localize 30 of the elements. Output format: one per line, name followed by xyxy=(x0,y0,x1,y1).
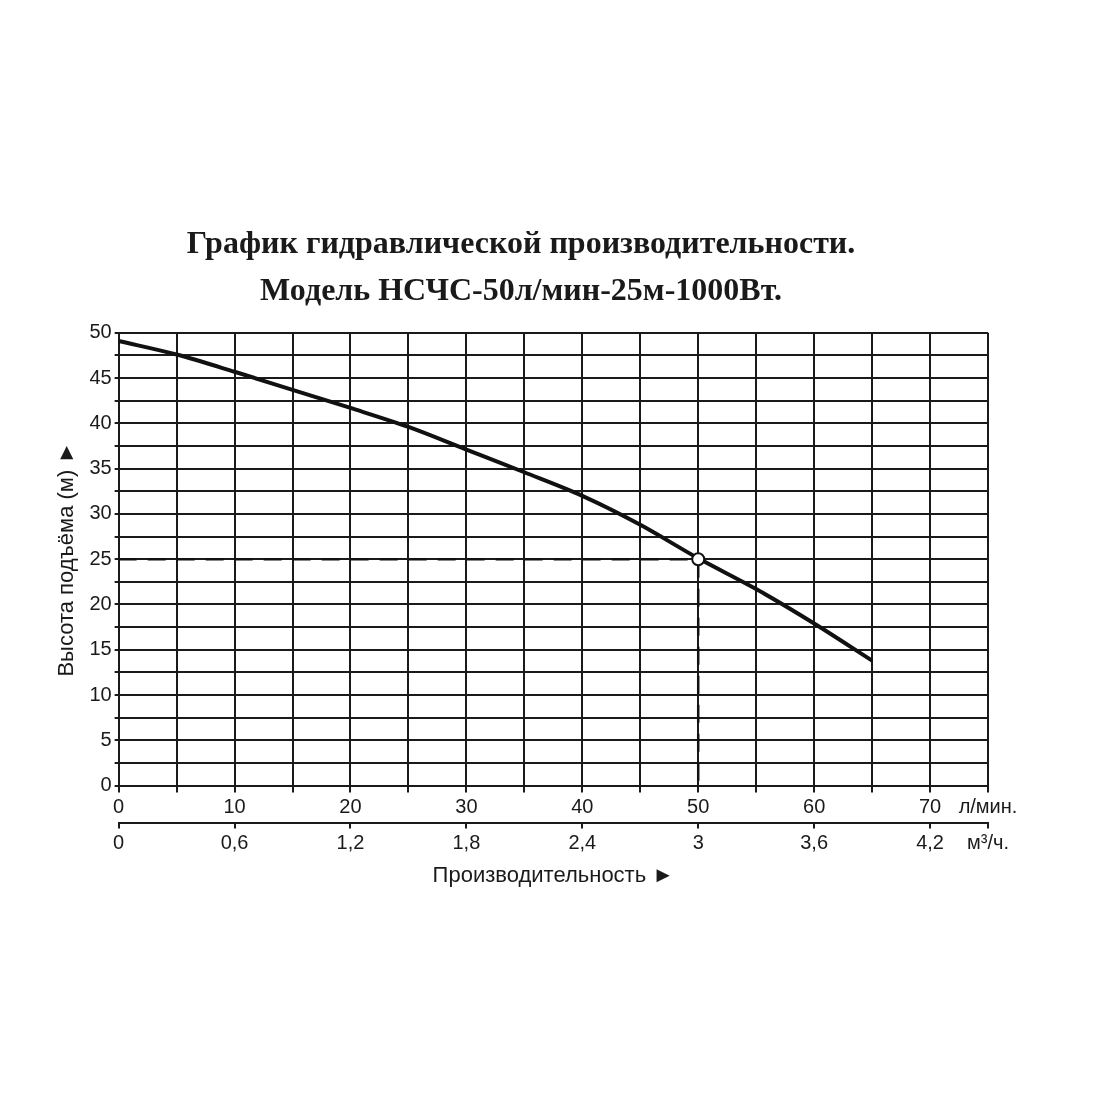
x-axis-title: Производительность ► xyxy=(432,861,675,887)
x2-tick-label: 1,2 xyxy=(336,831,365,854)
x-tick-label: 50 xyxy=(687,795,710,818)
x-tick-label: 70 xyxy=(918,795,942,818)
y-tick-label: 25 xyxy=(89,546,112,569)
y-tick-label: 40 xyxy=(89,410,112,433)
x-tick-label: 30 xyxy=(455,795,478,818)
x2-tick-label: 1,8 xyxy=(452,831,481,854)
y-tick-label: 45 xyxy=(89,365,112,388)
x2-tick-label: 3 xyxy=(692,831,704,854)
x-tick-label: л/мин. xyxy=(958,795,1018,818)
y-tick-label: 15 xyxy=(89,637,112,660)
y-tick-label: 50 xyxy=(89,320,112,343)
y-axis-title: Высота подъёма (м) ► xyxy=(53,441,79,677)
x2-tick-label: м³/ч. xyxy=(967,831,1009,854)
y-tick-label: 35 xyxy=(89,456,112,479)
y-tick-label: 5 xyxy=(100,727,112,750)
x-tick-label: 10 xyxy=(223,795,246,818)
y-tick-label: 20 xyxy=(89,592,112,614)
y-tick-label: 0 xyxy=(100,773,112,796)
x-tick-label: 20 xyxy=(339,795,362,818)
x2-tick-label: 2,4 xyxy=(568,831,597,854)
chart-title: График гидравлической производительности. Модель НСЧС-50л/мин-25м-1000Вт. xyxy=(186,224,856,307)
x2-tick-label: 0,6 xyxy=(220,831,249,854)
x2-tick-label: 3,6 xyxy=(800,831,829,854)
x-tick-label: 60 xyxy=(803,795,826,818)
y-tick-label: 30 xyxy=(89,501,112,524)
x2-tick-label: 4,2 xyxy=(916,831,944,854)
y-tick-label: 10 xyxy=(89,682,112,705)
x-tick-label: 40 xyxy=(571,795,594,818)
